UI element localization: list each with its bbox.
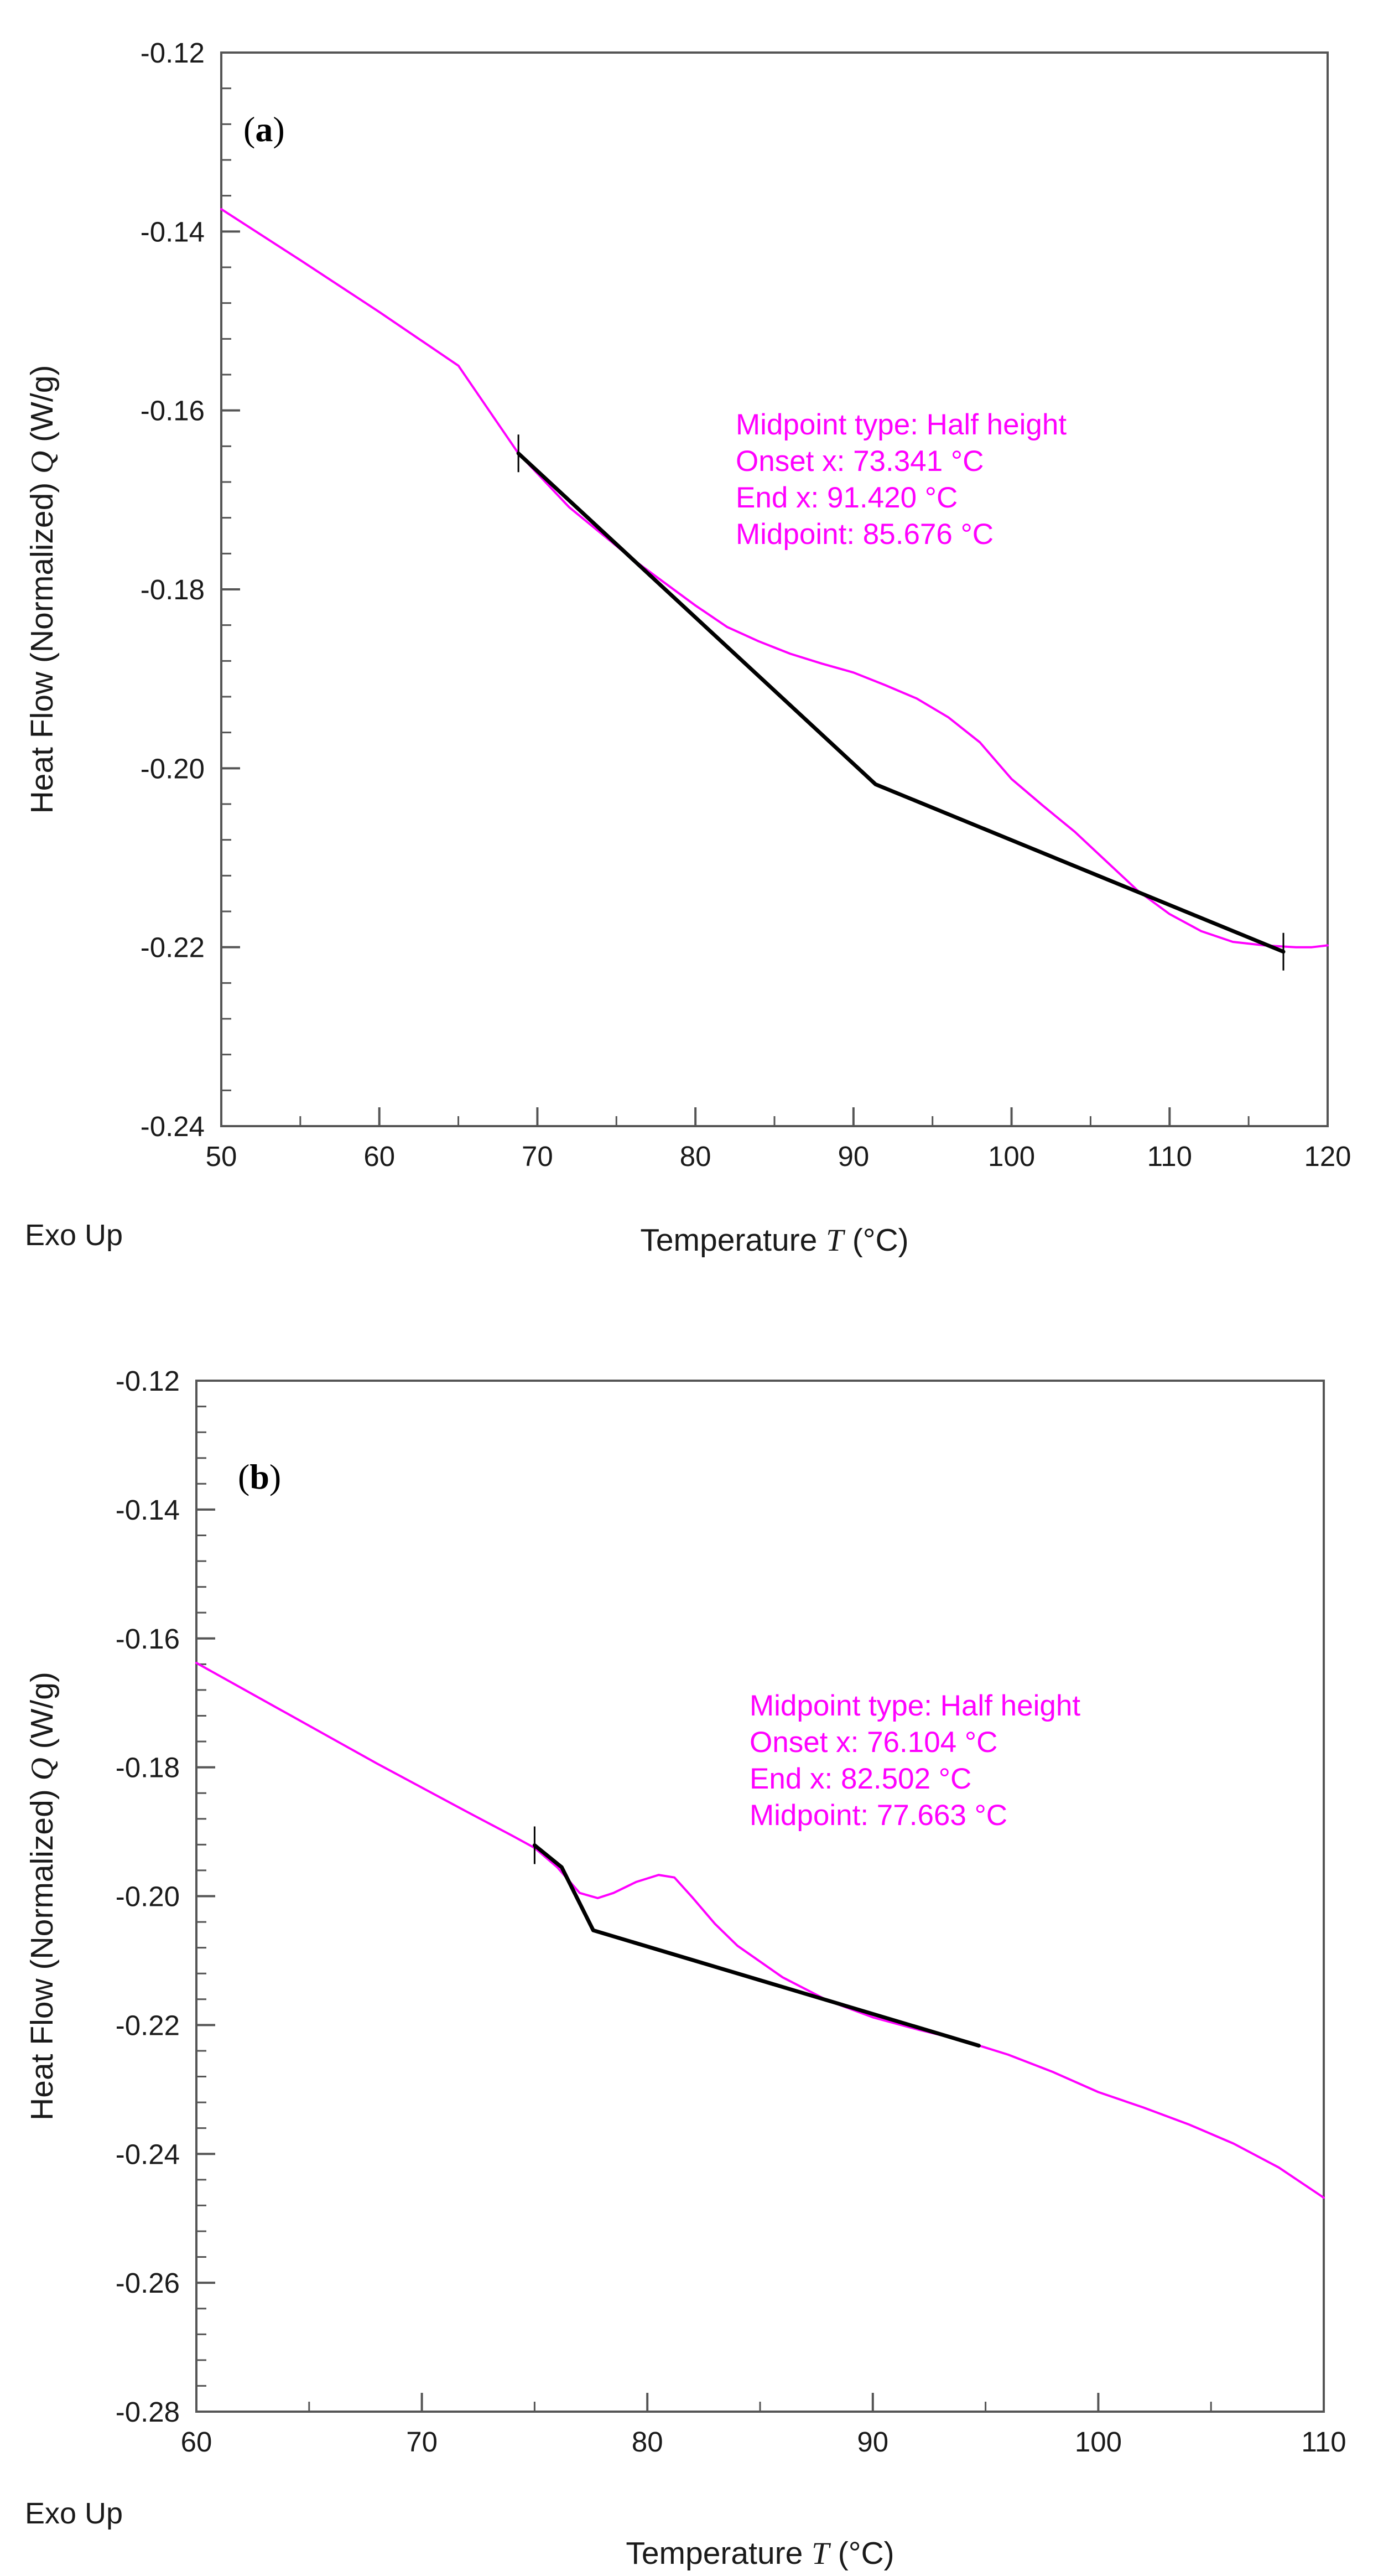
- annotation-block-a: Midpoint type: Half height Onset x: 73.34…: [736, 408, 1067, 551]
- x-tick-label: 80: [680, 1141, 711, 1172]
- plot-lines-b: [195, 1662, 1325, 2199]
- x-tick-label: 90: [857, 2426, 888, 2458]
- y-tick-label: -0.20: [116, 1881, 180, 1912]
- x-tick-label: 110: [1147, 1141, 1192, 1172]
- annotation-line: Midpoint: 85.676 °C: [736, 518, 994, 551]
- glass-transition-baseline: [532, 1843, 981, 2048]
- chart-panel-a: 50 60 70 80 90 100 110 120 -0.24 -0.22 -0.20 -0.18…: [24, 37, 1351, 1258]
- x-tick-label: 60: [363, 1141, 395, 1172]
- y-tick-label: -0.26: [116, 2267, 180, 2299]
- y-tick-label: -0.16: [116, 1623, 180, 1655]
- x-tick-labels-a: 50 60 70 80 90 100 110 120: [206, 1141, 1351, 1172]
- x-tick-label: 80: [632, 2426, 663, 2458]
- x-axis-title-part: Temperature: [626, 2536, 812, 2571]
- x-tick-label: 100: [1075, 2426, 1122, 2458]
- annotation-line: Onset x: 73.341 °C: [736, 445, 984, 478]
- y-tick-label: -0.22: [116, 2009, 180, 2041]
- x-tick-label: 120: [1304, 1141, 1351, 1172]
- exo-up-label-b: Exo Up: [25, 2497, 123, 2530]
- y-tick-label: -0.24: [141, 1111, 205, 1142]
- x-axis-title-part: (°C): [829, 2536, 894, 2571]
- y-tick-label: -0.20: [141, 753, 205, 784]
- annotation-line: Midpoint type: Half height: [736, 408, 1067, 441]
- y-tick-label: -0.18: [116, 1752, 180, 1784]
- y-tick-label: -0.18: [141, 574, 205, 605]
- annotation-line: End x: 91.420 °C: [736, 481, 958, 514]
- panel-label-a: (a): [243, 110, 285, 149]
- y-tick-label: -0.16: [141, 395, 205, 427]
- panel-label-b: (b): [238, 1457, 281, 1496]
- y-axis-title-part: (W/g): [24, 365, 60, 451]
- y-tick-labels-b: -0.28 -0.26 -0.24 -0.22 -0.20 -0.18 -0.16 -0.14…: [116, 1365, 180, 2428]
- y-tick-label: -0.28: [116, 2396, 180, 2428]
- x-axis-title-part: Temperature: [640, 1222, 826, 1258]
- exo-up-label-a: Exo Up: [25, 1219, 123, 1252]
- y-axis-title-part: (W/g): [24, 1672, 60, 1758]
- x-axis-title-part: T: [826, 1223, 846, 1258]
- annotation-block-b: Midpoint type: Half height Onset x: 76.10…: [750, 1689, 1080, 1832]
- x-tick-label: 110: [1301, 2426, 1346, 2458]
- x-tick-label: 90: [838, 1141, 869, 1172]
- heat-flow-curve: [195, 1662, 1325, 2199]
- x-tick-label: 100: [988, 1141, 1035, 1172]
- annotation-line: Onset x: 76.104 °C: [750, 1726, 997, 1759]
- chart-panel-b: 60 70 80 90 100 110 -0.28 -0.26 -0.24 -0.22 -0.20…: [24, 1365, 1346, 2571]
- y-axis-title-part: Q: [25, 1758, 60, 1780]
- x-tick-label: 60: [181, 2426, 212, 2458]
- y-tick-label: -0.14: [116, 1494, 180, 1526]
- panel-letter: b: [249, 1457, 269, 1496]
- y-axis-title-part: Heat Flow (Normalized): [24, 474, 60, 813]
- panel-letter: a: [255, 110, 273, 149]
- y-tick-labels-a: -0.24 -0.22 -0.20 -0.18 -0.16 -0.14 -0.12: [141, 37, 205, 1142]
- x-axis-title-b: Temperature T (°C): [626, 2536, 894, 2571]
- annotation-line: Midpoint type: Half height: [750, 1689, 1080, 1722]
- annotation-line: End x: 82.502 °C: [750, 1763, 971, 1795]
- x-tick-label: 70: [406, 2426, 438, 2458]
- annotation-line: Midpoint: 77.663 °C: [750, 1799, 1007, 1832]
- glass-transition-baseline: [516, 451, 1286, 954]
- y-axis-title-b: Heat Flow (Normalized) Q (W/g): [24, 1672, 60, 2121]
- y-tick-label: -0.12: [116, 1365, 180, 1397]
- y-tick-label: -0.12: [141, 37, 205, 69]
- x-axis-title-part: T: [812, 2536, 831, 2571]
- x-tick-label: 50: [206, 1141, 237, 1172]
- x-tick-label: 70: [522, 1141, 553, 1172]
- y-tick-label: -0.22: [141, 932, 205, 963]
- x-axis-title-a: Temperature T (°C): [640, 1222, 908, 1258]
- x-axis-title-part: (°C): [844, 1222, 909, 1258]
- y-axis-title-a: Heat Flow (Normalized) Q (W/g): [24, 365, 60, 814]
- y-tick-label: -0.24: [116, 2138, 180, 2170]
- y-tick-label: -0.14: [141, 216, 205, 247]
- major-ticks-b: [195, 1380, 1325, 2413]
- x-tick-labels-b: 60 70 80 90 100 110: [181, 2426, 1346, 2458]
- onset-markers-a: [517, 434, 1284, 971]
- y-axis-title-part: Q: [25, 451, 60, 474]
- plot-lines-a: [220, 208, 1329, 954]
- heat-flow-curve: [220, 208, 1329, 948]
- major-ticks-a: [220, 51, 1329, 1127]
- y-axis-title-part: Heat Flow (Normalized): [24, 1780, 60, 2120]
